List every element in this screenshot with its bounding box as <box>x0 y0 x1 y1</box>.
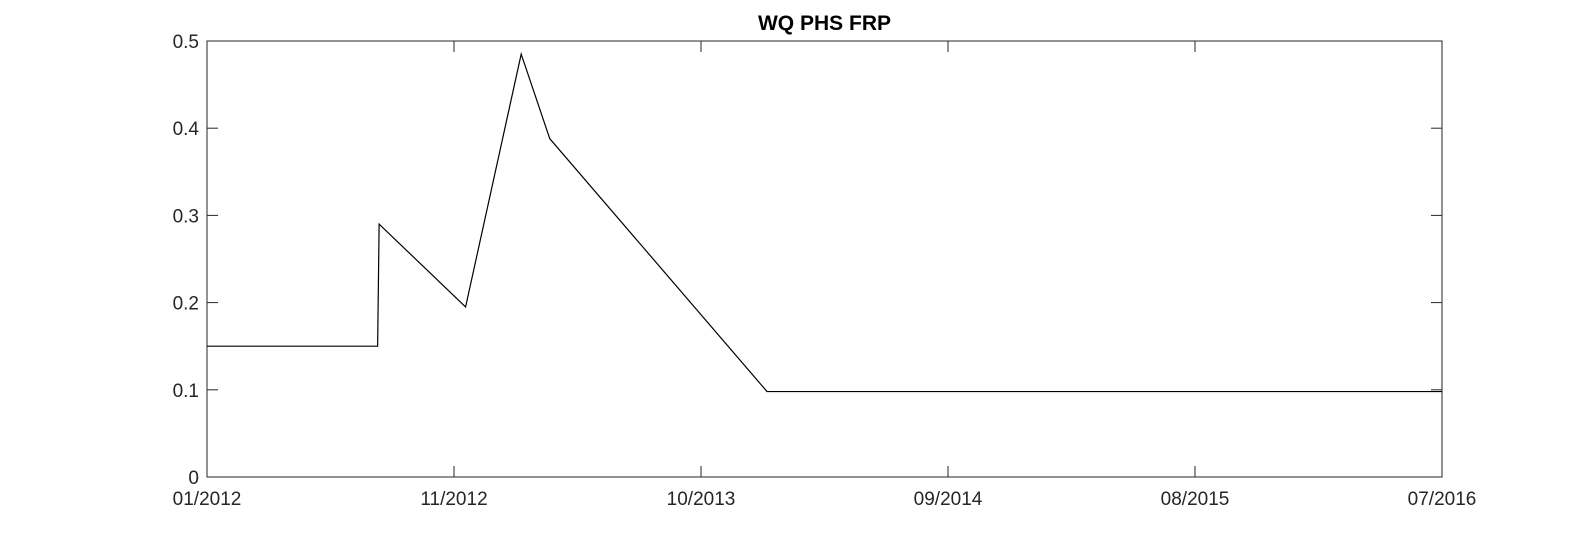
y-tick-label: 0.1 <box>173 381 199 402</box>
x-tick-label: 07/2016 <box>1408 489 1477 510</box>
y-tick-label: 0 <box>188 468 199 489</box>
y-tick-label: 0.4 <box>173 119 200 140</box>
y-tick-label: 0.3 <box>173 206 199 227</box>
x-tick-label: 10/2013 <box>667 489 736 510</box>
y-tick-label: 0.2 <box>173 294 199 315</box>
x-tick-label: 01/2012 <box>173 489 242 510</box>
x-tick-label: 09/2014 <box>914 489 983 510</box>
chart-title: WQ PHS FRP <box>758 12 891 35</box>
series-line <box>207 51 1442 393</box>
x-tick-label: 11/2012 <box>420 489 487 510</box>
plot-area <box>206 40 1443 478</box>
axis-ticks <box>206 40 1443 478</box>
y-tick-label: 0.5 <box>173 32 199 53</box>
tick-labels: 01/2012 11/2012 10/2013 09/2014 08/2015 07/20… <box>173 32 1477 510</box>
x-tick-label: 08/2015 <box>1161 489 1230 510</box>
series-layer <box>207 51 1442 393</box>
